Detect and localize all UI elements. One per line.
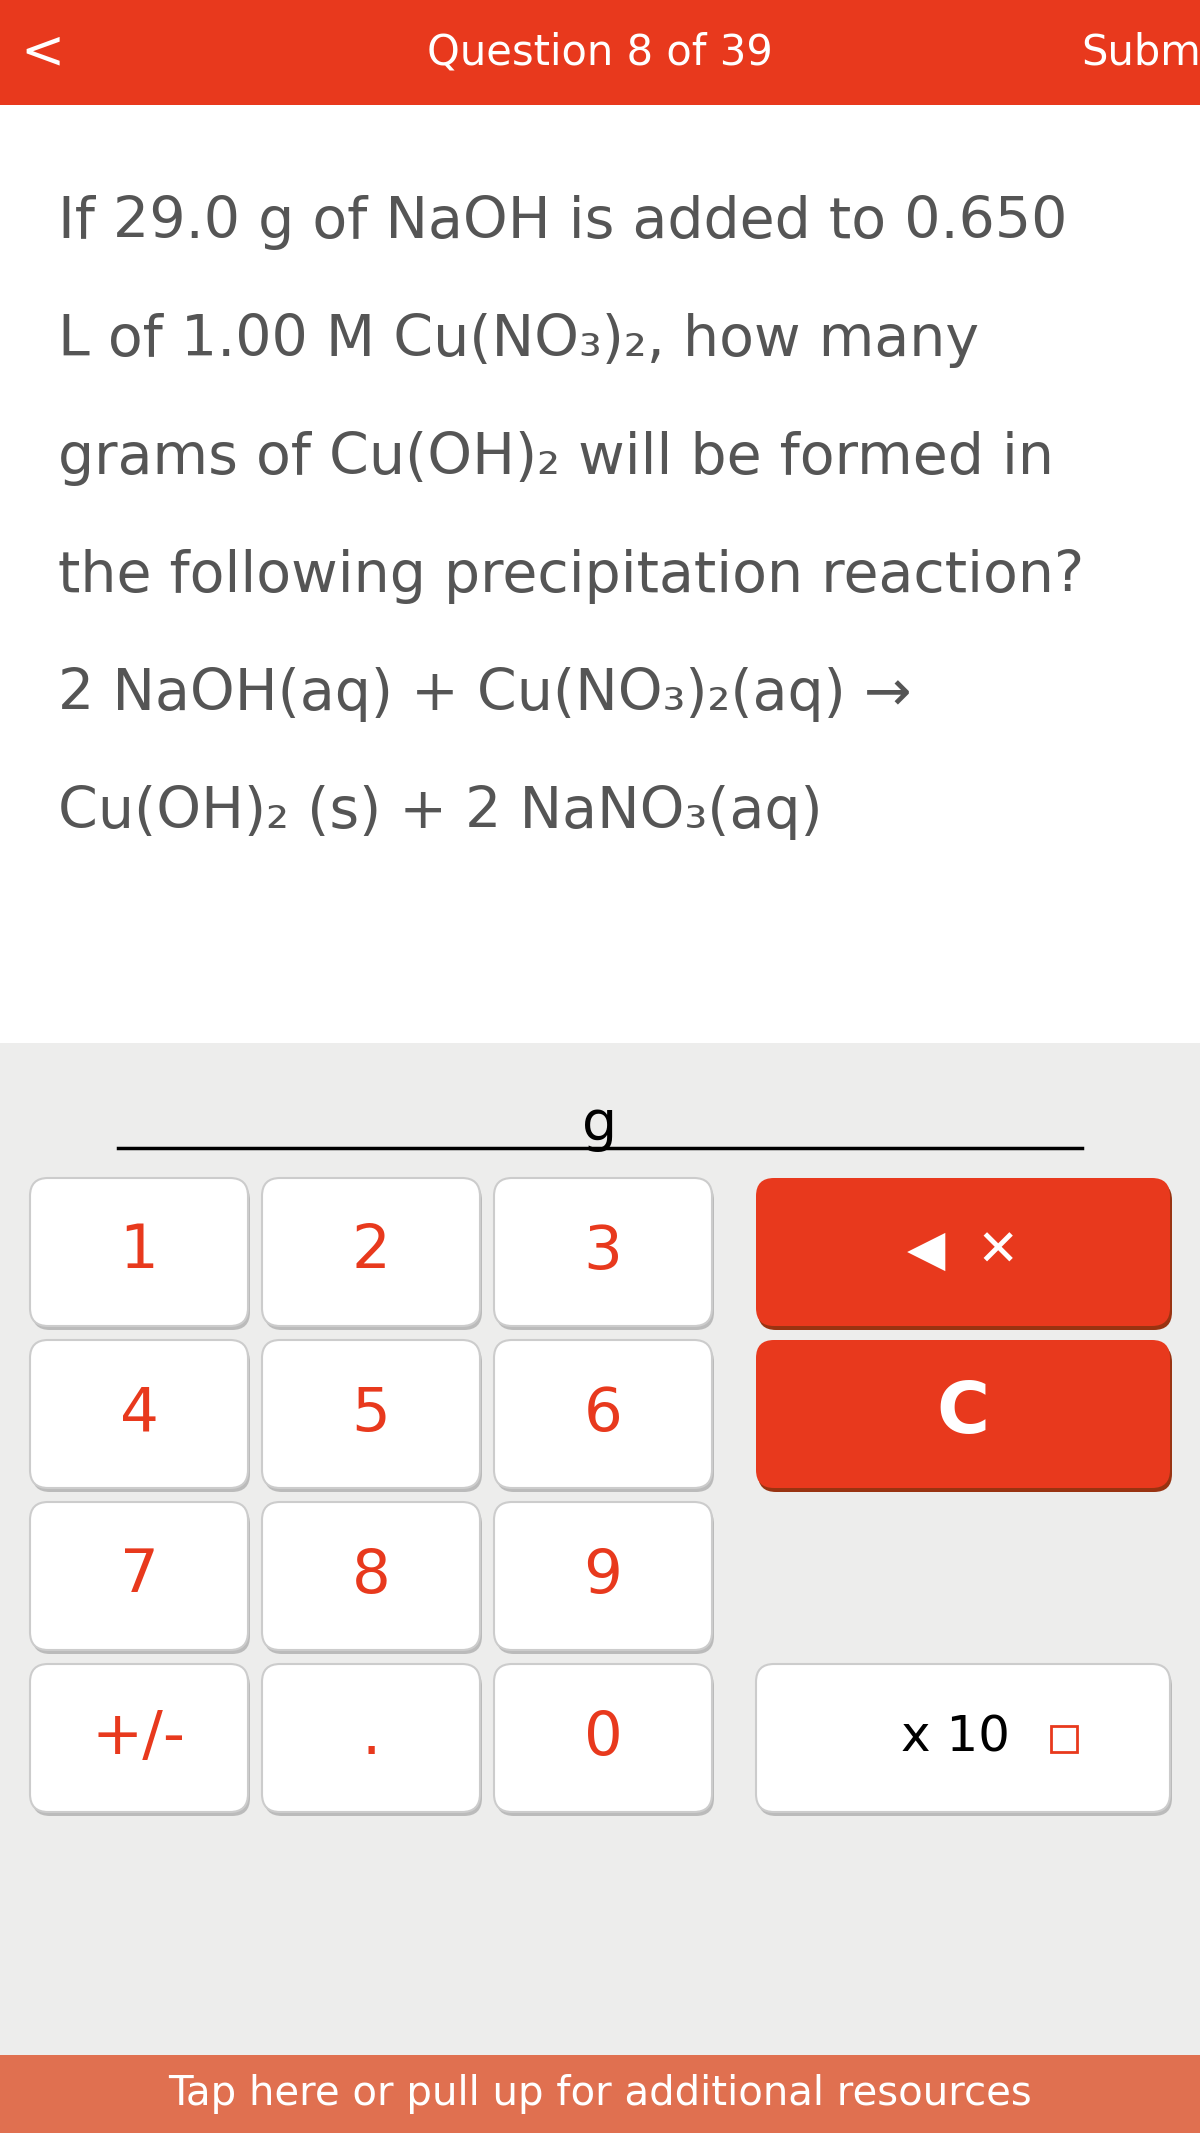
FancyBboxPatch shape <box>32 1668 250 1815</box>
Text: +/-: +/- <box>92 1709 186 1768</box>
Text: x 10: x 10 <box>900 1715 1026 1762</box>
Bar <box>0 105 1200 1043</box>
FancyBboxPatch shape <box>264 1344 482 1491</box>
FancyBboxPatch shape <box>264 1506 482 1653</box>
FancyBboxPatch shape <box>494 1177 712 1327</box>
Text: Tap here or pull up for additional resources: Tap here or pull up for additional resou… <box>168 2073 1032 2114</box>
Text: Cu(OH)₂ (s) + 2 NaNO₃(aq): Cu(OH)₂ (s) + 2 NaNO₃(aq) <box>58 785 823 840</box>
Text: 2 NaOH(aq) + Cu(NO₃)₂(aq) →: 2 NaOH(aq) + Cu(NO₃)₂(aq) → <box>58 668 912 721</box>
FancyBboxPatch shape <box>264 1182 482 1331</box>
FancyBboxPatch shape <box>262 1502 480 1651</box>
Bar <box>0 1043 1200 2054</box>
FancyBboxPatch shape <box>262 1177 480 1327</box>
FancyBboxPatch shape <box>262 1664 480 1813</box>
Text: 1: 1 <box>120 1222 158 1282</box>
FancyBboxPatch shape <box>496 1182 714 1331</box>
Text: L of 1.00 M Cu(NO₃)₂, how many: L of 1.00 M Cu(NO₃)₂, how many <box>58 314 979 369</box>
FancyBboxPatch shape <box>756 1340 1170 1489</box>
FancyBboxPatch shape <box>496 1506 714 1653</box>
Text: 9: 9 <box>583 1546 623 1606</box>
Text: .: . <box>361 1709 380 1768</box>
FancyBboxPatch shape <box>758 1344 1172 1491</box>
Text: Question 8 of 39: Question 8 of 39 <box>427 32 773 73</box>
Text: the following precipitation reaction?: the following precipitation reaction? <box>58 548 1085 604</box>
FancyBboxPatch shape <box>758 1182 1172 1331</box>
FancyBboxPatch shape <box>262 1340 480 1489</box>
Text: 2: 2 <box>352 1222 390 1282</box>
FancyBboxPatch shape <box>756 1664 1170 1813</box>
FancyBboxPatch shape <box>32 1182 250 1331</box>
Bar <box>1051 1726 1078 1751</box>
Bar <box>0 2054 1200 2133</box>
FancyBboxPatch shape <box>496 1344 714 1491</box>
Text: 7: 7 <box>120 1546 158 1606</box>
FancyBboxPatch shape <box>494 1502 712 1651</box>
Text: g: g <box>582 1098 618 1152</box>
FancyBboxPatch shape <box>30 1340 248 1489</box>
FancyBboxPatch shape <box>496 1668 714 1815</box>
Text: Submit: Submit <box>1081 32 1200 73</box>
Text: C: C <box>936 1380 990 1448</box>
Text: 4: 4 <box>120 1384 158 1444</box>
Text: grams of Cu(OH)₂ will be formed in: grams of Cu(OH)₂ will be formed in <box>58 431 1054 486</box>
FancyBboxPatch shape <box>30 1177 248 1327</box>
FancyBboxPatch shape <box>264 1668 482 1815</box>
FancyBboxPatch shape <box>30 1664 248 1813</box>
Text: <: < <box>20 26 64 79</box>
Text: 0: 0 <box>583 1709 623 1768</box>
Text: If 29.0 g of NaOH is added to 0.650: If 29.0 g of NaOH is added to 0.650 <box>58 194 1067 250</box>
FancyBboxPatch shape <box>758 1668 1172 1815</box>
FancyBboxPatch shape <box>32 1506 250 1653</box>
Text: 5: 5 <box>352 1384 390 1444</box>
Text: ◀  ✕: ◀ ✕ <box>907 1229 1019 1276</box>
Text: 6: 6 <box>583 1384 623 1444</box>
FancyBboxPatch shape <box>30 1502 248 1651</box>
Text: 8: 8 <box>352 1546 390 1606</box>
FancyBboxPatch shape <box>494 1664 712 1813</box>
Bar <box>0 0 1200 105</box>
FancyBboxPatch shape <box>756 1177 1170 1327</box>
Text: 3: 3 <box>583 1222 623 1282</box>
FancyBboxPatch shape <box>32 1344 250 1491</box>
FancyBboxPatch shape <box>494 1340 712 1489</box>
